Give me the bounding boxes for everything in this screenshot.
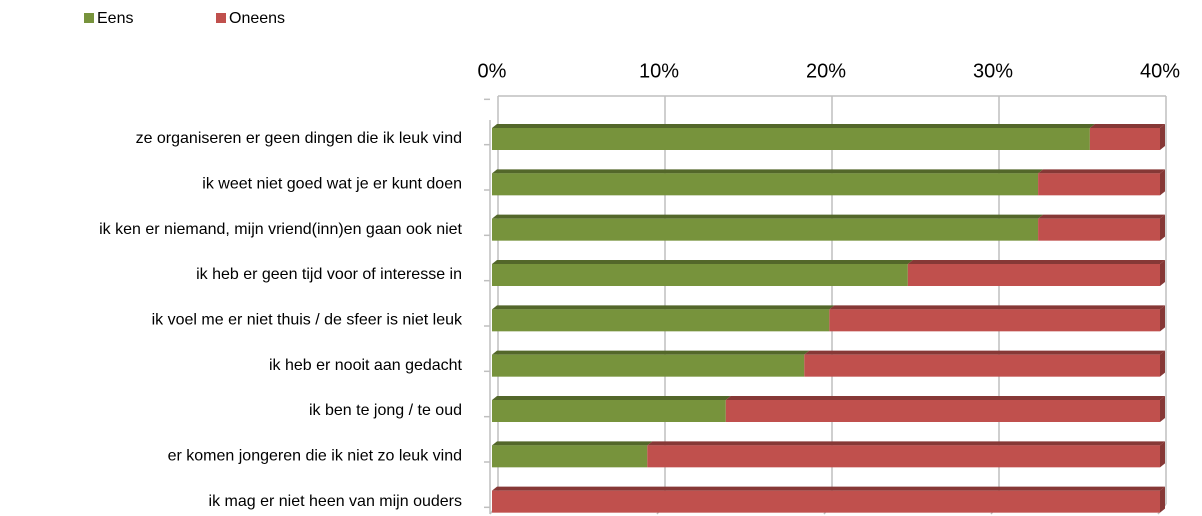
x-tick-label: 10% <box>639 60 679 82</box>
bar-top <box>492 214 1044 219</box>
bar <box>492 173 1039 196</box>
x-tick-label: 40% <box>1140 60 1180 82</box>
bar <box>907 264 1160 286</box>
bar-side <box>1160 350 1165 377</box>
category-label: ik ken er niemand, mijn vriend(inn)en ga… <box>99 221 462 238</box>
bar <box>492 309 830 332</box>
bar-side <box>1160 486 1165 513</box>
bar-side <box>1160 214 1165 241</box>
x-tick-label: 20% <box>806 60 846 82</box>
bar-top <box>1038 169 1165 174</box>
bar <box>492 264 908 286</box>
category-label: ik heb er nooit aan gedacht <box>269 357 463 374</box>
bar-top <box>492 305 835 310</box>
bar <box>1038 218 1160 241</box>
bar-top <box>492 260 913 264</box>
bar-top <box>907 260 1165 264</box>
category-label: ik mag er niet heen van mijn ouders <box>209 493 462 510</box>
bar <box>804 354 1160 377</box>
bar <box>1038 173 1160 196</box>
bar-top <box>492 396 731 400</box>
legend-swatch <box>84 13 94 23</box>
bar <box>492 128 1090 150</box>
legend-label: Oneens <box>229 10 285 27</box>
bar <box>829 309 1160 332</box>
x-tick-label: 30% <box>973 60 1013 82</box>
bar-top <box>492 441 653 446</box>
bar-side <box>1160 441 1165 468</box>
legend-swatch <box>216 13 226 23</box>
bar-top <box>492 350 810 355</box>
bar-side <box>1160 260 1165 286</box>
bar-top <box>1038 214 1165 219</box>
bar-top <box>492 169 1044 174</box>
category-label: ik voel me er niet thuis / de sfeer is n… <box>152 312 463 329</box>
bar-top <box>492 124 1095 128</box>
bar-side <box>1160 396 1165 422</box>
category-label: ik heb er geen tijd voor of interesse in <box>196 266 462 283</box>
bar <box>492 490 1160 513</box>
bar <box>492 354 805 377</box>
bar <box>492 400 726 422</box>
bar-top <box>725 396 1165 400</box>
x-tick-label: 0% <box>478 60 507 82</box>
bar <box>492 445 648 468</box>
category-label: ik ben te jong / te oud <box>309 402 462 419</box>
bar <box>492 218 1039 241</box>
bar-top <box>647 441 1165 446</box>
category-label: ik weet niet goed wat je er kunt doen <box>202 176 462 193</box>
bar <box>647 445 1160 468</box>
bar-side <box>1160 124 1165 150</box>
bar-side <box>1160 169 1165 196</box>
category-label: ze organiseren er geen dingen die ik leu… <box>136 130 462 147</box>
legend-label: Eens <box>97 10 133 27</box>
bar <box>1089 128 1160 150</box>
bar-top <box>1089 124 1165 128</box>
bar-top <box>829 305 1165 310</box>
category-label: er komen jongeren die ik niet zo leuk vi… <box>168 448 462 465</box>
bar-top <box>804 350 1165 355</box>
bar-top <box>492 486 1165 491</box>
bar <box>725 400 1160 422</box>
bar-side <box>1160 305 1165 332</box>
